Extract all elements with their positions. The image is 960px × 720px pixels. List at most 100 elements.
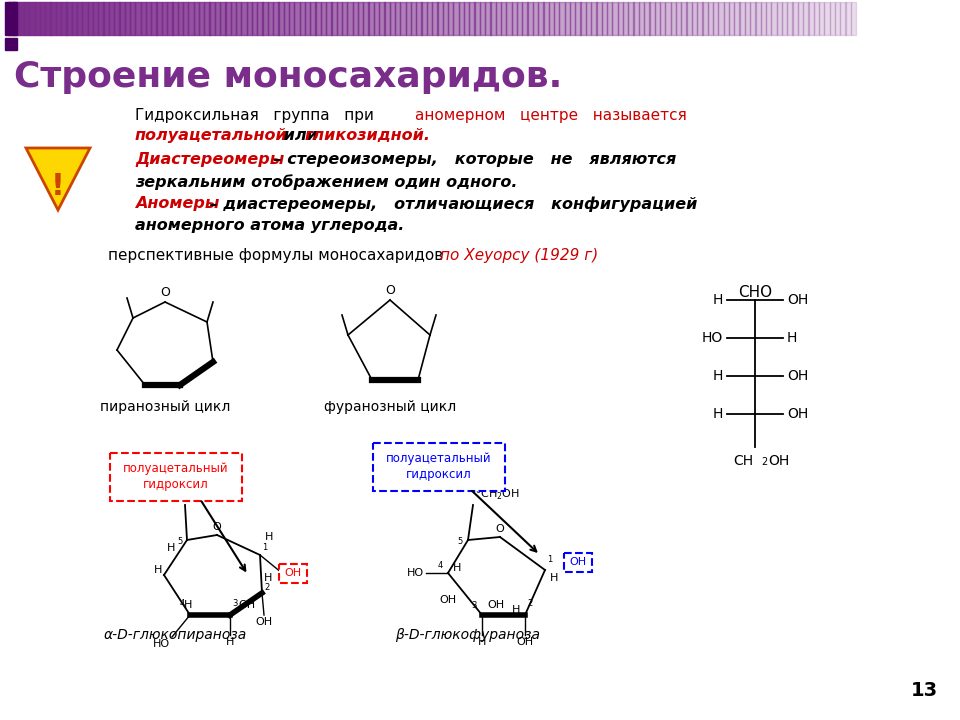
Bar bbox=[24, 2, 30, 35]
Bar bbox=[93, 2, 98, 35]
Bar bbox=[777, 2, 782, 35]
Bar bbox=[660, 2, 665, 35]
Bar bbox=[400, 2, 406, 35]
Text: по Хеуорсу (1929 г): по Хеуорсу (1929 г) bbox=[440, 248, 598, 263]
Bar bbox=[236, 2, 241, 35]
Bar bbox=[390, 2, 396, 35]
Text: 5: 5 bbox=[458, 538, 463, 546]
Bar bbox=[50, 2, 56, 35]
Bar bbox=[29, 2, 35, 35]
Bar bbox=[108, 2, 114, 35]
Bar bbox=[835, 2, 840, 35]
Bar bbox=[140, 2, 146, 35]
FancyBboxPatch shape bbox=[373, 443, 505, 491]
Bar bbox=[644, 2, 650, 35]
Bar bbox=[686, 2, 692, 35]
Text: !: ! bbox=[51, 172, 65, 201]
Bar bbox=[512, 2, 517, 35]
Text: H: H bbox=[712, 369, 723, 383]
Bar bbox=[453, 2, 459, 35]
Text: аномерном   центре   называется: аномерном центре называется bbox=[415, 108, 686, 123]
Bar bbox=[792, 2, 798, 35]
Bar bbox=[358, 2, 363, 35]
Bar bbox=[840, 2, 846, 35]
Bar bbox=[501, 2, 507, 35]
Bar bbox=[262, 2, 268, 35]
Bar bbox=[459, 2, 464, 35]
Text: O: O bbox=[160, 286, 170, 299]
Bar bbox=[474, 2, 480, 35]
Bar bbox=[676, 2, 682, 35]
Text: 1: 1 bbox=[262, 542, 267, 552]
Text: или: или bbox=[278, 128, 324, 143]
Bar bbox=[554, 2, 560, 35]
Bar bbox=[485, 2, 491, 35]
Bar bbox=[151, 2, 156, 35]
Text: аномерного атома углерода.: аномерного атома углерода. bbox=[135, 218, 404, 233]
Bar bbox=[373, 2, 379, 35]
Text: β-D-глюкофураноза: β-D-глюкофураноза bbox=[396, 628, 540, 642]
Text: 4: 4 bbox=[180, 598, 185, 608]
Bar bbox=[851, 2, 856, 35]
Text: HO: HO bbox=[153, 639, 170, 649]
Bar bbox=[623, 2, 628, 35]
Text: HO: HO bbox=[407, 568, 424, 578]
Text: H: H bbox=[183, 600, 192, 610]
Bar bbox=[548, 2, 554, 35]
Bar bbox=[72, 2, 77, 35]
Bar bbox=[135, 2, 141, 35]
Polygon shape bbox=[26, 148, 90, 210]
Text: OH: OH bbox=[787, 407, 808, 421]
Text: 3: 3 bbox=[232, 598, 237, 608]
Bar bbox=[581, 2, 586, 35]
Text: O: O bbox=[495, 524, 504, 534]
Bar bbox=[294, 2, 300, 35]
Text: полуацетальный: полуацетальный bbox=[386, 452, 492, 465]
FancyBboxPatch shape bbox=[110, 453, 242, 501]
Bar bbox=[602, 2, 607, 35]
Bar bbox=[516, 2, 522, 35]
Text: OH: OH bbox=[768, 454, 789, 468]
Text: перспективные формулы моносахаридов: перспективные формулы моносахаридов bbox=[108, 248, 448, 263]
Text: OH: OH bbox=[440, 595, 457, 605]
Bar bbox=[739, 2, 745, 35]
Bar bbox=[305, 2, 310, 35]
Bar bbox=[379, 2, 385, 35]
Bar bbox=[655, 2, 660, 35]
Text: OH: OH bbox=[516, 637, 534, 647]
Text: H: H bbox=[154, 565, 162, 575]
Bar bbox=[230, 2, 236, 35]
Bar bbox=[808, 2, 814, 35]
Text: O: O bbox=[212, 522, 222, 532]
Text: CHO: CHO bbox=[738, 285, 772, 300]
Bar bbox=[522, 2, 528, 35]
Bar bbox=[204, 2, 209, 35]
Bar bbox=[130, 2, 135, 35]
Text: OH: OH bbox=[255, 617, 273, 627]
Text: 4: 4 bbox=[438, 560, 443, 570]
Text: Гидроксильная   группа   при: Гидроксильная группа при bbox=[135, 108, 389, 123]
Bar bbox=[708, 2, 713, 35]
Bar bbox=[45, 2, 51, 35]
Bar bbox=[421, 2, 427, 35]
Text: H: H bbox=[787, 331, 798, 345]
Bar bbox=[405, 2, 411, 35]
Bar bbox=[257, 2, 263, 35]
Bar bbox=[469, 2, 474, 35]
Bar bbox=[798, 2, 804, 35]
Text: 5: 5 bbox=[178, 538, 183, 546]
Text: зеркальним отображением один одного.: зеркальним отображением один одного. bbox=[135, 174, 517, 190]
Bar bbox=[125, 2, 131, 35]
Text: 13: 13 bbox=[911, 681, 938, 700]
Text: 3: 3 bbox=[471, 600, 477, 610]
Bar bbox=[278, 2, 284, 35]
Bar bbox=[321, 2, 326, 35]
Text: H: H bbox=[226, 637, 234, 647]
Text: 1: 1 bbox=[547, 556, 552, 564]
Text: фуранозный цикл: фуранозный цикл bbox=[324, 400, 456, 414]
Bar bbox=[5, 38, 17, 50]
Text: $^6$CH$_2$OH: $^6$CH$_2$OH bbox=[475, 485, 520, 503]
Bar bbox=[443, 2, 448, 35]
FancyBboxPatch shape bbox=[279, 564, 307, 583]
Text: полуацетальный: полуацетальный bbox=[123, 462, 228, 475]
